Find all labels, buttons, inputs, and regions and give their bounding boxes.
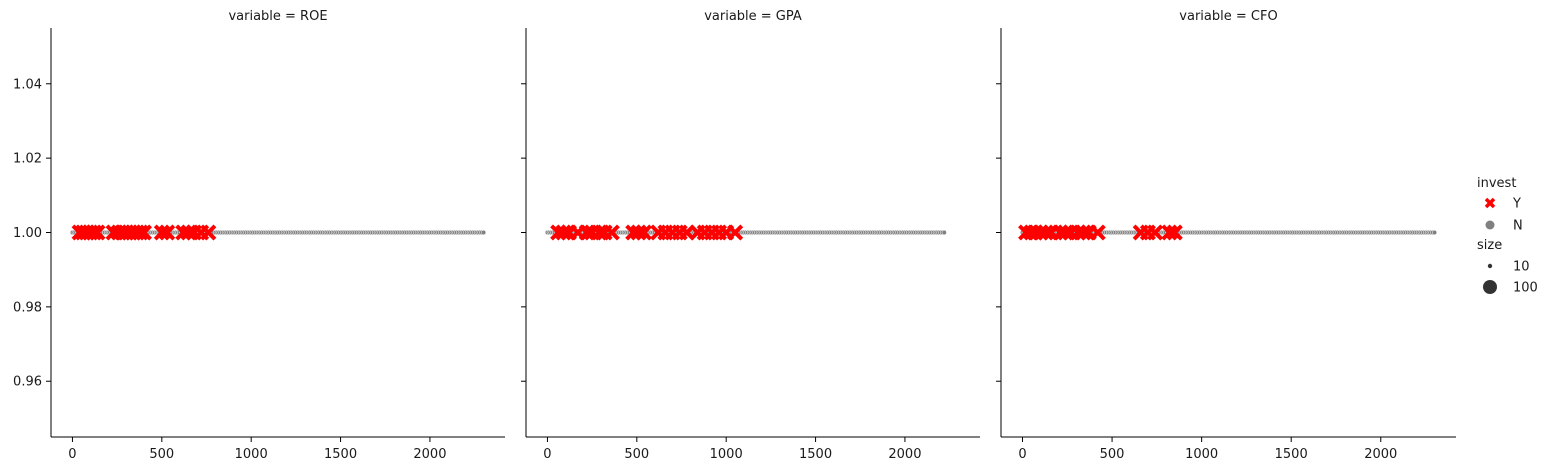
point-Y [132,224,149,241]
y-tick-label: 1.00 [13,226,42,241]
point-Y [200,224,217,241]
point-Y [727,224,744,241]
x-tick-label: 1500 [324,447,357,462]
point-Y [159,224,176,241]
point-Y [603,224,620,241]
panel-title: variable = CFO [1179,9,1277,24]
panel-title: variable = ROE [228,9,327,24]
point-Y [635,224,652,241]
point-Y [678,224,695,241]
series-Y [550,224,744,241]
x-tick-label: 500 [149,447,174,462]
point-N [481,229,487,236]
legend-marker-N [1485,220,1495,230]
legend-marker-size-100 [1483,280,1497,294]
series-Y [71,224,217,241]
x-tick-label: 2000 [1364,447,1397,462]
x-tick-label: 500 [1100,447,1125,462]
x-tick-label: 0 [68,447,76,462]
y-tick-label: 1.02 [13,152,42,167]
panel-1: variable = ROE 0.96 0.98 1.00 1.02 1.04 0 500 10… [13,9,505,462]
x-tick-label: 1000 [710,447,743,462]
point-Y [1089,224,1106,241]
y-tick-label: 1.04 [13,77,42,92]
x-tick-label: 1500 [1275,447,1308,462]
panel-3: variable = CFO 0 500 1000 1500 2000 [996,9,1456,462]
x-tick-label: 0 [1018,447,1026,462]
x-tick-label: 0 [543,447,551,462]
point-Y [85,224,102,241]
legend-title-size: size [1477,238,1502,253]
legend-label-N: N [1513,219,1523,234]
point-Y [1147,224,1164,241]
point-N [1431,229,1438,236]
legend-marker-Y [1484,197,1496,209]
legend-label-size-100: 100 [1513,281,1538,296]
x-tick-label: 2000 [413,447,446,462]
y-tick-label: 0.98 [13,300,42,315]
panel-2: variable = GPA 0 500 1000 1500 2000 [521,9,980,462]
x-tick-label: 1000 [235,447,268,462]
legend-label-Y: Y [1512,197,1521,212]
point-Y [1166,224,1183,241]
legend-marker-size-10 [1487,263,1493,269]
point-Y [89,224,106,241]
legend-title-invest: invest [1477,176,1516,191]
point-N [941,229,947,236]
series-Y [1018,224,1183,241]
x-tick-label: 500 [624,447,649,462]
x-tick-label: 1000 [1185,447,1218,462]
legend-label-size-10: 10 [1513,260,1530,275]
x-tick-label: 2000 [888,447,921,462]
panel-title: variable = GPA [704,9,802,24]
point-Y [135,224,152,241]
x-tick-label: 1500 [799,447,832,462]
y-tick-label: 0.96 [13,375,42,390]
